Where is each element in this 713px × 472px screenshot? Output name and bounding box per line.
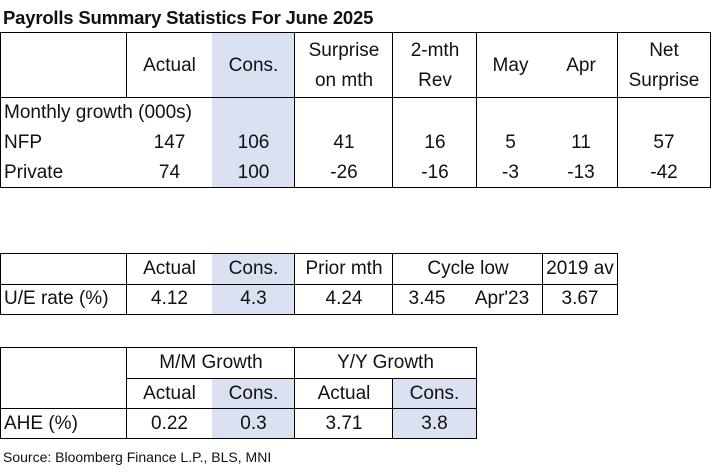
private-consensus: 100 xyxy=(237,162,270,183)
nfp-may: 5 xyxy=(505,132,516,153)
ahe-header-mm-growth: M/M Growth xyxy=(159,352,263,373)
ahe-subheader-mm-consensus: Cons. xyxy=(212,378,295,409)
row-label-ahe: AHE (%) xyxy=(4,413,78,434)
ue-header-consensus: Cons. xyxy=(212,254,295,284)
header-surprise-line2: on mth xyxy=(314,69,374,91)
border xyxy=(0,32,1,188)
ue-2019-average: 3.67 xyxy=(561,288,599,309)
border xyxy=(126,253,127,315)
private-surprise: -26 xyxy=(330,162,358,183)
header-apr: Apr xyxy=(566,54,596,76)
border xyxy=(0,347,477,348)
border xyxy=(0,253,1,315)
border xyxy=(392,32,393,188)
ue-actual: 4.12 xyxy=(151,288,188,309)
section-label-monthly-growth: Monthly growth (000s) xyxy=(4,102,192,123)
border xyxy=(0,97,711,98)
private-may: -3 xyxy=(502,162,519,183)
border xyxy=(0,284,618,285)
header-actual: Actual xyxy=(143,54,196,76)
border xyxy=(0,408,477,409)
border xyxy=(476,347,477,439)
row-label-ue-rate: U/E rate (%) xyxy=(4,288,109,309)
ue-consensus: 4.3 xyxy=(212,284,295,314)
ahe-mm-consensus: 0.3 xyxy=(212,409,295,439)
ue-header-2019-average: 2019 av xyxy=(546,258,614,279)
header-surprise-line1: Surprise xyxy=(308,39,380,61)
border xyxy=(542,253,543,315)
ahe-yy-actual: 3.71 xyxy=(325,413,363,434)
border xyxy=(476,32,477,188)
header-surprise-on-month: Surprise on mth xyxy=(295,33,393,98)
header-net-line2: Surprise xyxy=(628,69,700,91)
private-actual: 74 xyxy=(158,162,181,183)
border xyxy=(617,253,618,315)
nfp-net-surprise: 57 xyxy=(653,132,675,153)
border xyxy=(294,253,295,315)
header-rev-line1: 2-mth xyxy=(410,39,460,61)
nfp-apr: 11 xyxy=(571,132,591,153)
border xyxy=(294,347,295,439)
row-label-private: Private xyxy=(4,162,64,183)
header-net-line1: Net xyxy=(649,39,679,61)
private-apr: -13 xyxy=(567,162,595,183)
table-title: Payrolls Summary Statistics For June 202… xyxy=(3,7,374,28)
border xyxy=(126,347,127,439)
border xyxy=(392,253,393,315)
ue-header-cycle-low: Cycle low xyxy=(427,258,509,279)
ue-prior-month: 4.24 xyxy=(325,288,363,309)
ue-cycle-low-value: 3.45 xyxy=(408,288,446,309)
ue-cycle-low-date: Apr'23 xyxy=(474,288,530,309)
border xyxy=(127,378,477,379)
border xyxy=(294,32,295,188)
nfp-surprise: 41 xyxy=(333,132,355,153)
border xyxy=(710,32,711,188)
ahe-subheader-yy-consensus: Cons. xyxy=(393,378,476,409)
source-note: Source: Bloomberg Finance L.P., BLS, MNI xyxy=(3,449,272,465)
row-label-nfp: NFP xyxy=(4,132,42,153)
private-revision: -16 xyxy=(421,162,449,183)
border xyxy=(0,347,1,439)
ahe-yy-consensus: 3.8 xyxy=(393,409,476,439)
header-net-surprise: Net Surprise xyxy=(618,33,710,98)
border xyxy=(617,32,618,188)
border xyxy=(392,378,393,439)
header-consensus: Cons. xyxy=(228,54,279,76)
nfp-consensus: 106 xyxy=(237,132,270,153)
border xyxy=(0,32,711,33)
header-may: May xyxy=(492,54,529,76)
border xyxy=(126,32,127,98)
nfp-revision: 16 xyxy=(424,132,446,153)
consensus-column-shading xyxy=(212,33,295,188)
ue-header-actual: Actual xyxy=(143,258,196,279)
ahe-mm-actual: 0.22 xyxy=(151,413,188,434)
ahe-subheader-mm-actual: Actual xyxy=(143,382,196,404)
ue-header-prior-month: Prior mth xyxy=(305,258,383,279)
border xyxy=(0,253,618,254)
nfp-actual: 147 xyxy=(153,132,186,153)
header-rev-line2: Rev xyxy=(418,69,452,91)
ahe-subheader-yy-actual: Actual xyxy=(317,382,371,404)
border xyxy=(0,314,618,315)
private-net-surprise: -42 xyxy=(650,162,678,183)
border xyxy=(0,187,711,188)
header-two-month-revision: 2-mth Rev xyxy=(393,33,477,98)
border xyxy=(0,438,477,439)
ahe-header-yy-growth: Y/Y Growth xyxy=(337,352,434,373)
